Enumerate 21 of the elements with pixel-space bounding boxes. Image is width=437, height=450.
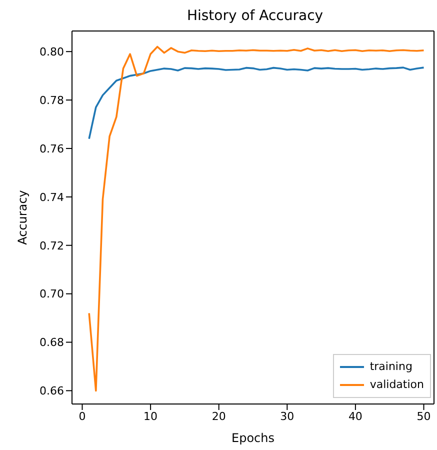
chart-title: History of Accuracy [186, 8, 324, 24]
y-tick-label: 0.80 [40, 45, 64, 58]
x-tick-label: 40 [348, 410, 362, 423]
y-tick-label: 0.76 [40, 142, 64, 156]
line-series [88, 66, 425, 140]
y-tick-label: 0.72 [40, 239, 64, 252]
x-tick-label: 20 [212, 410, 226, 423]
y-tick-label: 0.74 [40, 190, 64, 204]
y-tick-label: 0.78 [40, 94, 64, 107]
y-tick-label: 0.70 [40, 288, 64, 301]
x-tick-label: 0 [78, 410, 86, 423]
x-tick-label: 50 [416, 410, 431, 423]
line-series [88, 46, 425, 392]
x-axis-title: Epochs [232, 431, 274, 445]
x-tick-label: 10 [144, 410, 158, 423]
y-tick-label: 0.66 [40, 384, 64, 398]
legend-label: validation [370, 377, 424, 393]
y-axis-title: Accuracy [15, 190, 30, 245]
x-tick-label: 30 [280, 410, 294, 423]
y-tick-label: 0.68 [40, 336, 64, 350]
legend-label: training [370, 359, 412, 375]
